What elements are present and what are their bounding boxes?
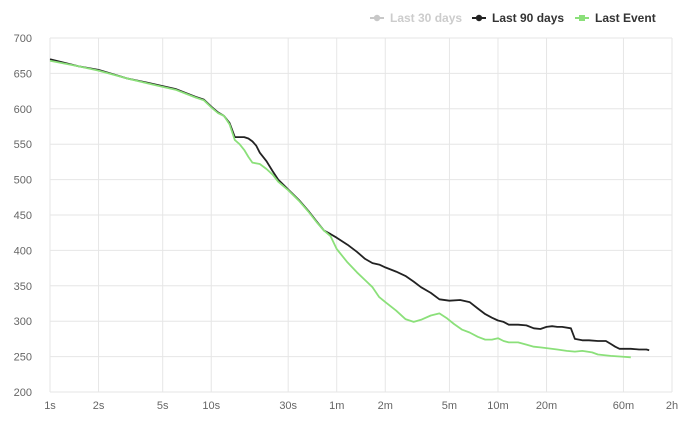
y-tick-label: 600 [14, 104, 32, 116]
legend-item-last-90-days[interactable]: Last 90 days [472, 11, 564, 25]
x-tick-label: 10s [202, 400, 220, 412]
y-tick-label: 350 [14, 281, 32, 293]
x-tick-label: 20m [536, 400, 557, 412]
y-tick-label: 400 [14, 245, 32, 257]
y-tick-label: 650 [14, 68, 32, 80]
legend-label: Last 90 days [492, 11, 564, 25]
legend-label: Last 30 days [390, 11, 462, 25]
legend: Last 30 days Last 90 days Last Event [370, 11, 656, 25]
x-tick-label: 2m [378, 400, 393, 412]
legend-square-marker-icon [579, 15, 585, 21]
grid [49, 37, 673, 393]
series-line-last-90-days [49, 58, 650, 352]
legend-label: Last Event [595, 11, 656, 25]
x-tick-label: 1m [329, 400, 344, 412]
legend-item-last-event[interactable]: Last Event [575, 11, 656, 25]
x-tick-label: 10m [487, 400, 508, 412]
y-tick-label: 250 [14, 352, 32, 364]
x-axis: 1s 2s 5s 10s 30s 1m 2m 5m 10m 20m 60m 2h [44, 400, 678, 412]
x-tick-label: 2s [93, 400, 105, 412]
x-tick-label: 5m [442, 400, 457, 412]
legend-circle-marker-icon [475, 14, 483, 22]
series-line-last-event [49, 59, 631, 359]
series-lines [49, 58, 650, 359]
y-tick-label: 700 [14, 33, 32, 45]
x-tick-label: 5s [157, 400, 169, 412]
y-tick-label: 300 [14, 316, 32, 328]
legend-item-last-30-days[interactable]: Last 30 days [370, 11, 462, 25]
legend-circle-marker-icon [373, 14, 381, 22]
x-tick-label: 60m [613, 400, 634, 412]
y-tick-label: 200 [14, 387, 32, 399]
x-tick-label: 2h [666, 400, 678, 412]
y-tick-label: 500 [14, 175, 32, 187]
x-tick-label: 1s [44, 400, 56, 412]
x-tick-label: 30s [279, 400, 297, 412]
y-tick-label: 450 [14, 210, 32, 222]
y-tick-label: 550 [14, 139, 32, 151]
y-axis: 200 250 300 350 400 450 500 550 600 650 700 [14, 33, 32, 399]
